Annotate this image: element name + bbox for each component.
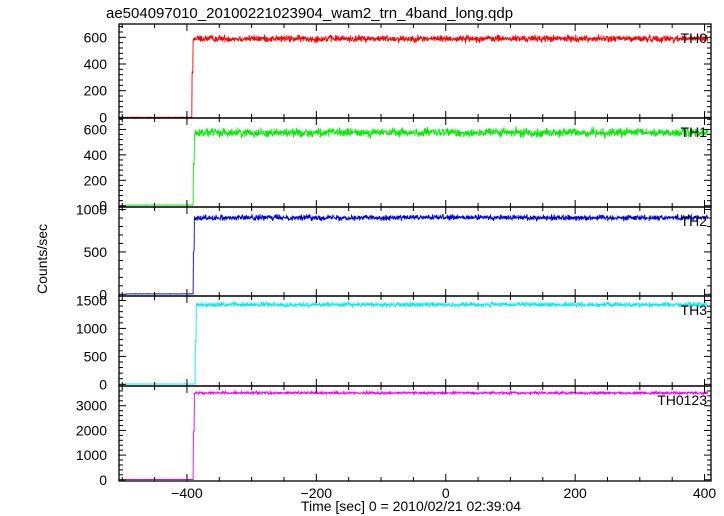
y-tick-label: 1000	[76, 447, 107, 463]
panel-th3: 0 500 1000 1500 TH3	[76, 292, 712, 392]
y-tick-label: 0	[99, 198, 107, 214]
y-tick-label: 600	[84, 121, 108, 137]
x-tick-label: −400	[171, 485, 203, 501]
series-line-th2	[125, 213, 709, 295]
panel-th0123: 0 1000 2000 3000 TH0123	[76, 385, 712, 488]
y-axis-label: Counts/sec	[34, 224, 50, 294]
panel-th0: 0 200 400 600 TH0	[84, 23, 712, 125]
x-tick-label: 0	[442, 485, 450, 501]
y-tick-label: 1000	[76, 202, 107, 218]
panel-label-th0123: TH0123	[657, 392, 707, 408]
y-tick-label: 0	[99, 376, 107, 392]
y-tick-label: 400	[84, 147, 108, 163]
panel-th2: 0 500 1000 TH2	[76, 202, 712, 302]
y-tick-label: 500	[84, 244, 108, 260]
y-tick-label: 500	[84, 348, 108, 364]
y-tick-label: 3000	[76, 398, 107, 414]
series-line-th1	[125, 126, 709, 206]
panels-group: 0 200 400 600 TH0 0 200 400 600 TH1 0 500 1000 TH2 0 50…	[76, 23, 712, 488]
y-tick-label: 200	[84, 172, 108, 188]
panel-frame	[118, 206, 712, 297]
panel-label-th1: TH1	[681, 124, 708, 140]
panel-label-th0: TH0	[681, 30, 708, 46]
panel-frame	[118, 295, 712, 387]
y-tick-label: 400	[84, 56, 108, 72]
y-tick-label: 0	[99, 286, 107, 302]
panel-label-th2: TH2	[681, 213, 708, 229]
x-tick-label: 400	[693, 485, 717, 501]
panel-frame	[118, 385, 712, 482]
y-tick-label: 200	[84, 83, 108, 99]
panel-th1: 0 200 400 600 TH1	[84, 117, 712, 214]
x-tick-label: 200	[563, 485, 587, 501]
series-line-th0123	[125, 389, 709, 481]
y-tick-label: 600	[84, 29, 108, 45]
x-tick-label: −200	[301, 485, 333, 501]
panel-label-th3: TH3	[681, 302, 708, 318]
y-tick-label: 1000	[76, 320, 107, 336]
series-line-th3	[125, 300, 709, 385]
y-tick-label: 0	[99, 109, 107, 125]
chart-title: ae504097010_20100221023904_wam2_trn_4ban…	[106, 5, 513, 22]
y-tick-label: 2000	[76, 422, 107, 438]
x-axis: −400 −200 0 200 400	[171, 485, 716, 501]
series-line-th0	[125, 33, 709, 119]
y-tick-label: 1500	[76, 292, 107, 308]
y-tick-label: 0	[99, 472, 107, 488]
x-axis-label: Time [sec] 0 = 2010/02/21 02:39:04	[301, 498, 521, 514]
